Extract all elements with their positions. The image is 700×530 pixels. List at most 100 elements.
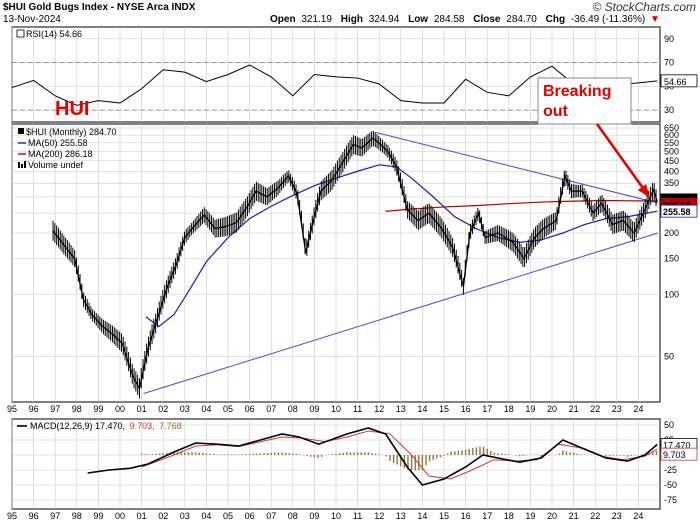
ma50-value-box [660, 204, 698, 218]
macd-tick-label: -75 [664, 495, 677, 505]
macd-tick-label: -50 [664, 480, 677, 490]
x-tick-label: 10 [331, 404, 341, 414]
macd-value-label: 17.470 [663, 441, 691, 451]
x-tick-label: 13 [396, 404, 406, 414]
x-tick-label: 06 [245, 404, 255, 414]
price-tick-label: 450 [664, 156, 679, 166]
ma50-line [145, 164, 658, 328]
x-tick-label: 99 [93, 404, 103, 414]
rsi-value-box [660, 74, 698, 88]
rsi-legend-text: RSI(14) 54.66 [26, 29, 82, 39]
x-tick-label: 21 [569, 404, 579, 414]
price-tick-label: 150 [664, 254, 679, 264]
signal-value-box [660, 447, 698, 461]
low-value: 284.58 [434, 14, 465, 25]
x-tick-label: 16 [461, 511, 471, 521]
price-tick-label: 350 [664, 178, 679, 188]
breaking-out-line2: out [543, 103, 569, 120]
x-tick-label: 99 [93, 511, 103, 521]
price-tick-label: 100 [664, 290, 679, 300]
breaking-out-line1: Breaking [543, 83, 611, 100]
macd-line [87, 427, 658, 486]
x-tick-label: 95 [7, 404, 17, 414]
price-tick-label: 400 [664, 166, 679, 176]
x-tick-label: 13 [396, 511, 406, 521]
x-tick-label: 08 [288, 404, 298, 414]
x-tick-label: 22 [590, 404, 600, 414]
x-tick-label: 05 [223, 511, 233, 521]
x-tick-label: 19 [525, 511, 535, 521]
price-tick-label: 650 [664, 123, 679, 133]
x-tick-label: 02 [158, 404, 168, 414]
x-tick-label: 97 [50, 511, 60, 521]
chart-title: $HUI Gold Bugs Index - NYSE Arca INDX [3, 2, 196, 13]
price-tick-label: 550 [664, 138, 679, 148]
price-panel: 6506005505004504003503002502001501005028… [11, 123, 698, 403]
rsi-tick-label: 70 [664, 58, 674, 68]
ma50-legend-text: MA(50) 255.58 [28, 138, 88, 148]
x-axis-upper: 95 96 97 98 99 00 01 02 03 04 05 06 07 08 09 10 11 12 13 14… [7, 404, 643, 414]
close-value: 284.70 [506, 14, 537, 25]
x-tick-label: 10 [331, 511, 341, 521]
macd-signal-legend: 9.703, [130, 421, 155, 431]
price-legend: $HUI (Monthly) 284.70 MA(50) 255.58 MA(2… [18, 127, 117, 170]
x-tick-label: 04 [201, 511, 211, 521]
rsi-line [11, 64, 658, 106]
x-tick-label: 14 [417, 404, 427, 414]
trendline-resistance [374, 131, 658, 204]
macd-legend-text: MACD(12,26,9) 17.470, 9.703, 7.768 [30, 421, 182, 431]
x-tick-label: 01 [137, 511, 147, 521]
x-tick-label: 18 [504, 404, 514, 414]
x-tick-label: 11 [353, 511, 362, 521]
high-value: 324.94 [369, 14, 400, 25]
macd-tick-label: -25 [664, 465, 677, 475]
quote-line: Open 321.19 High 324.94 Low 284.58 Close… [270, 14, 660, 25]
x-tick-label: 98 [72, 404, 82, 414]
x-tick-label: 02 [158, 511, 168, 521]
price-tick-label: 50 [664, 351, 674, 361]
macd-hist-legend: 7.768 [159, 421, 182, 431]
open-label: Open [270, 14, 296, 25]
x-tick-label: 01 [137, 404, 147, 414]
volume-legend-text: Volume undef [28, 160, 84, 170]
signal-value-label: 9.703 [663, 450, 686, 460]
x-tick-label: 16 [461, 404, 471, 414]
x-tick-label: 23 [612, 404, 622, 414]
x-tick-label: 97 [50, 404, 60, 414]
x-tick-label: 17 [482, 404, 492, 414]
x-tick-label: 03 [180, 511, 190, 521]
macd-main-legend: MACD(12,26,9) 17.470, [30, 421, 125, 431]
x-tick-label: 11 [353, 404, 362, 414]
hui-annotation: HUI [55, 98, 89, 120]
x-tick-label: 08 [288, 511, 298, 521]
x-tick-label: 23 [612, 511, 622, 521]
rsi-tick-label: 30 [664, 105, 674, 115]
x-tick-label: 12 [374, 404, 384, 414]
chg-arrow-icon: ▼ [650, 14, 660, 25]
breaking-out-arrow [595, 123, 650, 198]
x-tick-label: 95 [7, 511, 17, 521]
high-label: High [341, 14, 363, 25]
x-tick-label: 22 [590, 511, 600, 521]
x-tick-label: 20 [547, 404, 557, 414]
x-tick-label: 12 [374, 511, 384, 521]
rsi-tick-label: 90 [664, 34, 674, 44]
macd-legend: MACD(12,26,9) 17.470, 9.703, 7.768 [17, 421, 182, 431]
price-tick-label: 600 [664, 130, 679, 140]
ma50-value-box-label: 255.58 [663, 207, 691, 217]
x-tick-label: 96 [29, 404, 39, 414]
x-tick-label: 04 [201, 404, 211, 414]
breaking-out-annotation: Breaking out [537, 77, 632, 125]
ma200-legend-text: MA(200) 286.18 [28, 149, 93, 159]
price-tick-label: 500 [664, 146, 679, 156]
x-tick-label: 06 [245, 511, 255, 521]
chart-date: 13-Nov-2024 [3, 14, 61, 25]
x-tick-label: 15 [439, 511, 449, 521]
x-tick-label: 15 [439, 404, 449, 414]
x-tick-label: 07 [266, 404, 276, 414]
x-tick-label: 19 [525, 404, 535, 414]
close-label: Close [473, 14, 501, 25]
price-legend-text: $HUI (Monthly) 284.70 [26, 127, 117, 137]
chg-value: -36.49 (-11.36%) [571, 14, 645, 25]
